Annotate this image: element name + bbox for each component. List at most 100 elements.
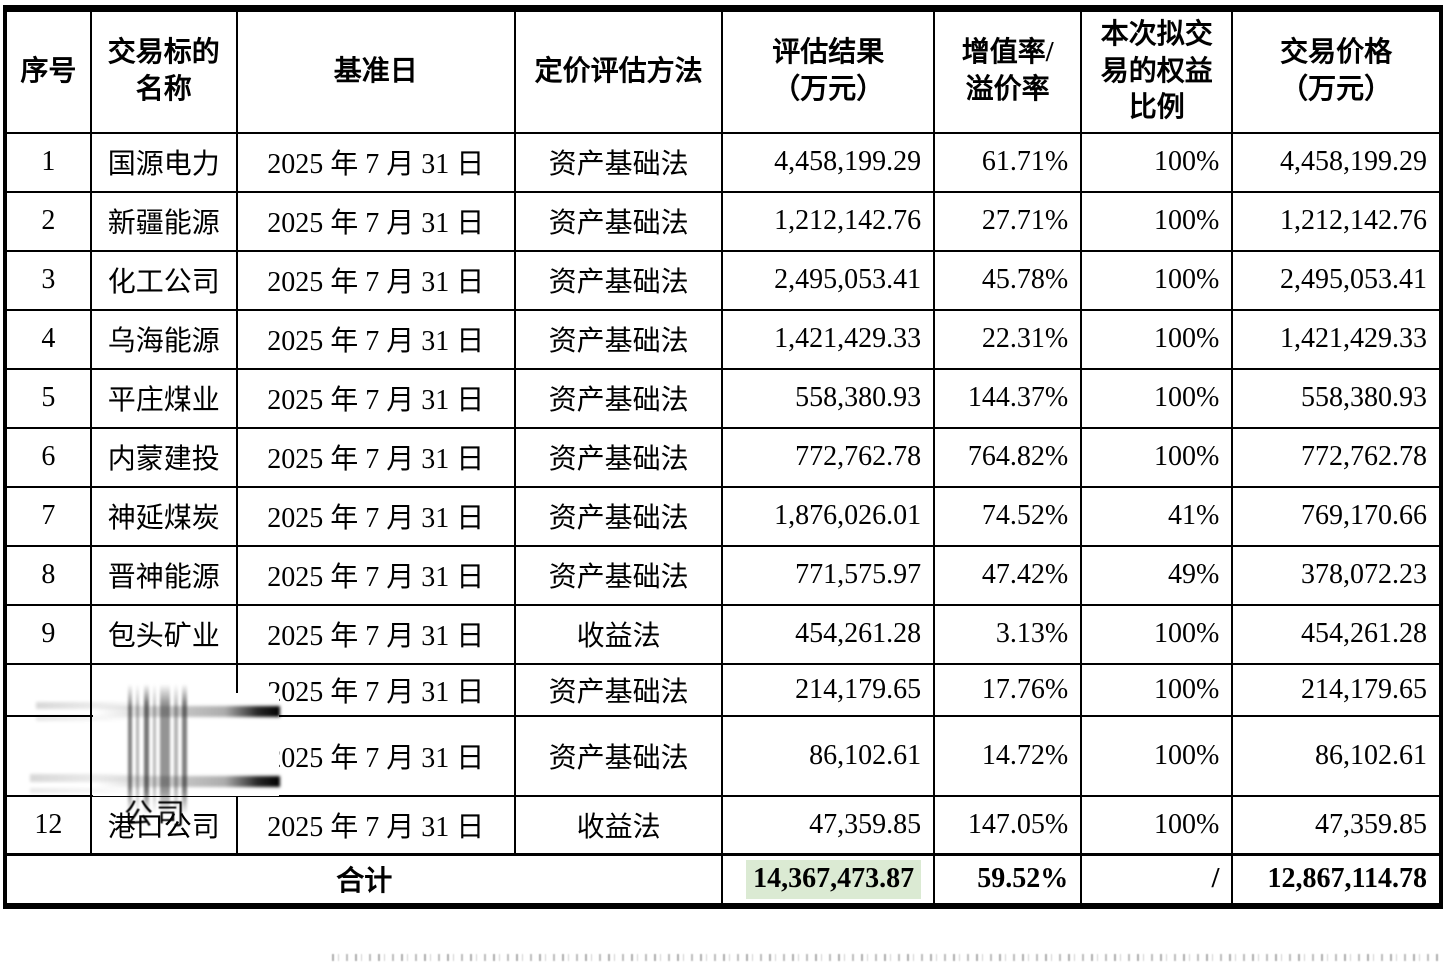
valuation-table: 序号 交易标的 名称 基准日 定价评估方法 评估结果 （万元） 增值率/ 溢价率… (3, 5, 1443, 909)
cell-method: 资产基础法 (513, 544, 724, 606)
cell-rate: 764.82% (933, 426, 1083, 488)
table-row: 3 化工公司 2025 年 7 月 31 日资产基础法 2,495,053.41 45.… (4, 249, 1442, 311)
header-pricing-method: 定价评估方法 (513, 7, 724, 134)
cell-seq: 7 (4, 485, 92, 547)
cell-name: 国源电力 (89, 131, 238, 193)
cell-seq: 12 (4, 794, 92, 856)
cell-date: 2025 年 7 月 31 日 (235, 544, 516, 606)
total-label: 合计 (3, 853, 724, 907)
cell-result: 47,359.85 (721, 794, 936, 856)
cell-name: 新疆能源 (89, 190, 238, 252)
cell-date: 2025 年 7 月 31 日 (235, 603, 516, 665)
cell-seq: 5 (4, 367, 92, 429)
total-result-highlight: 14,367,473.87 (746, 860, 922, 900)
cell-name (89, 662, 238, 717)
cell-name (89, 714, 238, 797)
cell-rate: 47.42% (933, 544, 1083, 606)
cell-ratio: 100% (1080, 662, 1234, 717)
table-row: 8 晋神能源 2025 年 7 月 31 日资产基础法 771,575.97 47.42… (4, 544, 1442, 606)
header-appraisal-result: 评估结果 （万元） (721, 7, 936, 134)
cell-result: 454,261.28 (721, 603, 936, 665)
cell-name: 神延煤炭 (89, 485, 238, 547)
cell-method: 资产基础法 (513, 426, 724, 488)
cell-seq: 3 (4, 249, 92, 311)
total-result-cell: 14,367,473.87 (721, 853, 936, 907)
total-ratio-cell: / (1080, 853, 1234, 907)
header-seq: 序号 (4, 7, 92, 134)
cell-ratio: 41% (1080, 485, 1234, 547)
header-premium-rate: 增值率/ 溢价率 (933, 7, 1083, 134)
header-equity-ratio: 本次拟交 易的权益 比例 (1080, 7, 1234, 134)
header-row: 序号 交易标的 名称 基准日 定价评估方法 评估结果 （万元） 增值率/ 溢价率… (4, 7, 1442, 134)
cell-method: 资产基础法 (513, 249, 724, 311)
cell-ratio: 100% (1080, 603, 1234, 665)
cell-method: 资产基础法 (513, 131, 724, 193)
table-row: 9 包头矿业 2025 年 7 月 31 日收益法 454,261.28 3.13% 10… (4, 603, 1442, 665)
cell-date: 2025 年 7 月 31 日 (235, 485, 516, 547)
cell-seq: 2 (4, 190, 92, 252)
cell-result: 771,575.97 (721, 544, 936, 606)
cell-price: 454,261.28 (1231, 603, 1442, 665)
cell-result: 2,495,053.41 (721, 249, 936, 311)
cell-ratio: 100% (1080, 714, 1234, 797)
cell-rate: 22.31% (933, 308, 1083, 370)
cell-date: 2025 年 7 月 31 日 (235, 426, 516, 488)
cell-name: 包头矿业 (89, 603, 238, 665)
cell-ratio: 100% (1080, 308, 1234, 370)
cell-date: 2025 年 7 月 31 日 (235, 308, 516, 370)
cell-result: 86,102.61 (721, 714, 936, 797)
cell-result: 4,458,199.29 (721, 131, 936, 193)
cell-date: 2025 年 7 月 31 日 (235, 190, 516, 252)
table-row: 12 港口公司 2025 年 7 月 31 日收益法 47,359.85 147.05%… (4, 794, 1442, 856)
cell-seq (4, 662, 92, 717)
table-row: 5 平庄煤业 2025 年 7 月 31 日资产基础法 558,380.93 144.3… (4, 367, 1442, 429)
cell-rate: 14.72% (933, 714, 1083, 797)
cell-rate: 3.13% (933, 603, 1083, 665)
cell-ratio: 100% (1080, 249, 1234, 311)
header-base-date: 基准日 (235, 7, 516, 134)
cell-result: 772,762.78 (721, 426, 936, 488)
cell-name: 平庄煤业 (89, 367, 238, 429)
cell-rate: 17.76% (933, 662, 1083, 717)
cell-seq (4, 714, 92, 797)
cell-seq: 4 (4, 308, 92, 370)
table-row: 7 神延煤炭 2025 年 7 月 31 日资产基础法 1,876,026.01 74.… (4, 485, 1442, 547)
total-price-cell: 12,867,114.78 (1231, 853, 1442, 907)
cell-price: 769,170.66 (1231, 485, 1442, 547)
cell-price: 2,495,053.41 (1231, 249, 1442, 311)
table-row: 6 内蒙建投 2025 年 7 月 31 日资产基础法 772,762.78 764.8… (4, 426, 1442, 488)
cell-seq: 9 (4, 603, 92, 665)
cell-price: 378,072.23 (1231, 544, 1442, 606)
cell-ratio: 100% (1080, 794, 1234, 856)
cell-date: 2025 年 7 月 31 日 (235, 249, 516, 311)
cell-result: 558,380.93 (721, 367, 936, 429)
table-row: 4 乌海能源 2025 年 7 月 31 日资产基础法 1,421,429.33 22.… (4, 308, 1442, 370)
total-row: 合计 14,367,473.87 59.52% / 12,867,114.78 (3, 853, 1442, 907)
cell-date: 2025 年 7 月 31 日 (235, 367, 516, 429)
table-row-redacted: 2025 年 7 月 31 日资产基础法 214,179.65 17.76% 100%… (4, 662, 1442, 717)
cell-method: 资产基础法 (513, 662, 724, 717)
cell-method: 资产基础法 (513, 190, 724, 252)
cell-price: 558,380.93 (1231, 367, 1442, 429)
cell-rate: 45.78% (933, 249, 1083, 311)
cell-name: 乌海能源 (89, 308, 238, 370)
cell-method: 资产基础法 (513, 308, 724, 370)
cell-name: 内蒙建投 (89, 426, 238, 488)
cell-method: 收益法 (513, 794, 724, 856)
cell-rate: 61.71% (933, 131, 1083, 193)
cell-price: 214,179.65 (1231, 662, 1442, 717)
cell-name: 化工公司 (89, 249, 238, 311)
header-target-name: 交易标的 名称 (89, 7, 238, 134)
cell-price: 772,762.78 (1231, 426, 1442, 488)
cell-date: 2025 年 7 月 31 日 (235, 131, 516, 193)
clipped-text-line (332, 954, 1442, 961)
cell-ratio: 100% (1080, 190, 1234, 252)
cell-seq: 1 (4, 131, 92, 193)
cell-price: 1,421,429.33 (1231, 308, 1442, 370)
cell-ratio: 49% (1080, 544, 1234, 606)
cell-result: 1,212,142.76 (721, 190, 936, 252)
cell-date: 2025 年 7 月 31 日 (235, 714, 516, 797)
cell-method: 资产基础法 (513, 714, 724, 797)
cell-result: 1,421,429.33 (721, 308, 936, 370)
cell-ratio: 100% (1080, 367, 1234, 429)
